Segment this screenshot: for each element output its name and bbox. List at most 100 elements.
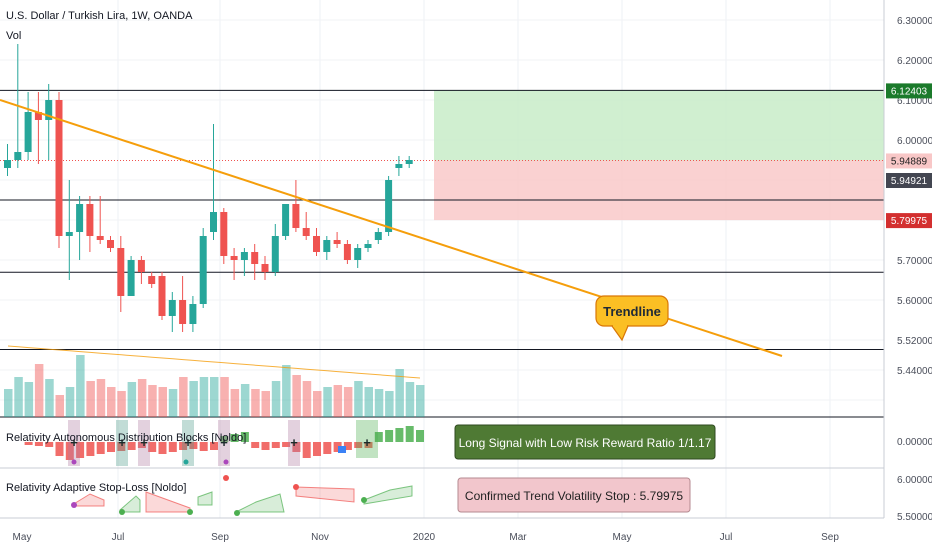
signal-plus-icon: + [140, 435, 148, 450]
volume-bar [292, 375, 301, 417]
stoploss-axis-label: 5.50000 [897, 512, 932, 523]
price-tick-label: 6.00000 [897, 136, 932, 147]
time-tick-label: Jul [112, 532, 125, 543]
candle-body [127, 260, 135, 296]
candle-body [65, 232, 73, 236]
distribution-bar [34, 442, 43, 446]
volume-bar [117, 391, 126, 417]
candle-body [240, 252, 248, 260]
volume-bar [24, 382, 34, 417]
candle-body [96, 236, 104, 240]
time-tick-label: Sep [821, 532, 839, 543]
candle-body [179, 300, 187, 324]
time-tick-label: Mar [509, 532, 527, 543]
candle-body [158, 276, 166, 316]
price-tick-label: 5.44000 [897, 366, 932, 377]
volume-bar [395, 369, 404, 417]
risk-reward-zones [434, 90, 884, 221]
symbol-title[interactable]: U.S. Dollar / Turkish Lira, 1W, OANDA [6, 10, 193, 22]
candle-body [354, 248, 362, 260]
distribution-bar [240, 432, 249, 442]
price-badge [886, 213, 932, 229]
volume-bar [405, 382, 415, 417]
time-axis[interactable]: May Jul Sep Nov 2020 Mar May Jul Sep [0, 520, 932, 550]
price-badge [886, 173, 932, 188]
signal-dot [223, 459, 229, 465]
candle-body [405, 160, 413, 164]
volume-bar [302, 381, 312, 417]
long-signal-note[interactable]: Long Signal with Low Risk Reward Ratio 1… [454, 424, 716, 460]
time-tick-label: Nov [311, 532, 329, 543]
distribution-bar [385, 430, 394, 442]
trendline-callout[interactable]: Trendline [595, 295, 669, 342]
stoploss-axis-label: 6.00000 [897, 475, 932, 486]
candle-body [343, 244, 351, 260]
stop-loss-band [235, 493, 285, 513]
price-tick-label: 6.30000 [897, 16, 932, 27]
stop-loss-label[interactable]: Relativity Adaptive Stop-Loss [Noldo] [6, 482, 186, 494]
distribution-bar [148, 442, 157, 452]
time-tick-label: 2020 [413, 532, 436, 543]
distribution-bar [45, 442, 54, 447]
candle-body [14, 152, 22, 160]
distribution-bar [251, 442, 260, 448]
volume-bar [364, 387, 373, 417]
candle-body [364, 244, 372, 248]
signal-plus-icon: + [290, 435, 298, 450]
distribution-bar [323, 442, 332, 454]
stop-loss-band [145, 491, 191, 513]
volatility-stop-box [457, 477, 691, 513]
distribution-bar [302, 442, 311, 458]
candle-body [107, 240, 114, 248]
candle-body [220, 212, 228, 256]
time-tick-label: May [613, 532, 632, 543]
distribution-axis-label: 0.00000 [897, 437, 932, 448]
volume-bar [210, 377, 219, 417]
candle-body [374, 232, 382, 240]
trendline-callout-text: Trendline [603, 304, 661, 319]
stop-loss-dot [187, 509, 193, 515]
stop-loss-band [363, 485, 413, 505]
price-tick-label: 5.70000 [897, 256, 932, 267]
candle-body [333, 240, 341, 244]
price-badge [886, 83, 932, 99]
candle-body [168, 300, 176, 316]
stop-loss-dot [71, 502, 77, 508]
time-tick-label: May [13, 532, 32, 543]
volume-bar [14, 377, 23, 417]
distribution-blocks-label[interactable]: Relativity Autonomous Distribution Block… [6, 432, 246, 444]
signal-block [68, 420, 80, 466]
price-badge-label: 5.94889 [891, 156, 928, 167]
distribution-bar [158, 442, 167, 454]
horizontal-levels [0, 89, 884, 519]
distribution-bar [107, 442, 115, 452]
volatility-stop-note[interactable]: Confirmed Trend Volatility Stop : 5.7997… [457, 477, 691, 513]
volume-bar [261, 391, 270, 417]
volume-bar [333, 385, 343, 417]
price-badges: 6.12403 5.94889 5.94921 5.79975 [886, 83, 932, 229]
candle-body [148, 276, 156, 284]
candle-body [24, 112, 32, 152]
volume-label: Vol [6, 30, 21, 42]
signal-plus-icon: + [363, 435, 371, 450]
long-signal-text: Long Signal with Low Risk Reward Ratio 1… [459, 436, 712, 450]
volatility-stop-text: Confirmed Trend Volatility Stop : 5.7997… [465, 489, 683, 503]
volume-bar [271, 381, 281, 417]
volume-bar [230, 389, 240, 417]
stop-loss-band [197, 491, 213, 506]
volume-bar [55, 395, 64, 417]
signal-block [116, 420, 128, 466]
price-axis[interactable]: 6.300006.200006.100006.000005.900005.800… [883, 0, 932, 550]
candle-body [251, 252, 259, 264]
candle-body [385, 180, 393, 232]
distribution-bar [76, 442, 85, 458]
signal-plus-icon: + [220, 435, 228, 450]
distribution-bar [374, 432, 383, 442]
distribution-bar [168, 442, 177, 452]
distribution-bar [354, 442, 363, 448]
distribution-bar [261, 442, 270, 450]
candle-body [137, 260, 145, 272]
candle-body [282, 204, 290, 236]
signal-dot [183, 459, 189, 465]
